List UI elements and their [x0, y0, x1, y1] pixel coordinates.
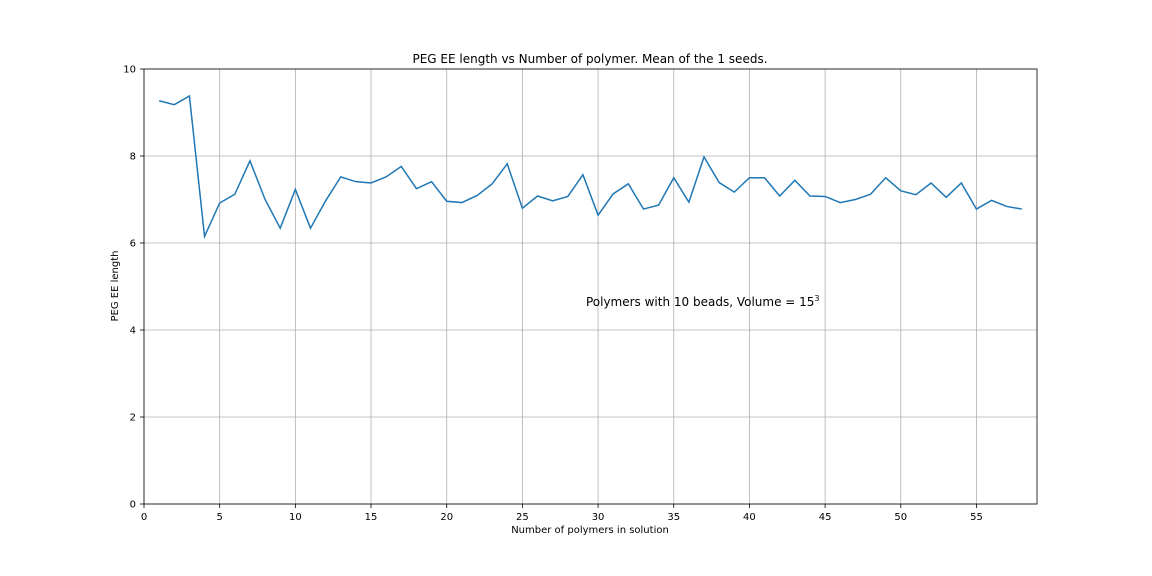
x-tick-label: 45	[819, 512, 832, 523]
grid-lines	[143, 68, 1037, 505]
x-tick-label: 40	[743, 512, 756, 523]
chart-title: PEG EE length vs Number of polymer. Mean…	[412, 52, 767, 66]
x-tick-label: 0	[141, 512, 147, 523]
y-tick-label: 10	[123, 65, 136, 76]
y-tick-label: 6	[130, 239, 136, 250]
annotation-superscript: 3	[814, 294, 819, 303]
x-tick-label: 50	[894, 512, 907, 523]
x-axis-label: Number of polymers in solution	[511, 525, 669, 536]
x-tick-label: 10	[289, 512, 302, 523]
x-tick-label: 35	[667, 512, 680, 523]
x-tick-label: 30	[592, 512, 605, 523]
axis-ticks: 0 5 10 15 20 25 30 35 40 45 50 55 0 2 4 6 8 10	[123, 65, 983, 524]
chart-annotation: Polymers with 10 beads, Volume = 153	[586, 294, 820, 309]
series-line	[158, 94, 1022, 240]
plot-frame	[143, 68, 1038, 505]
y-tick-label: 4	[130, 326, 136, 337]
y-tick-label: 0	[130, 500, 136, 511]
y-axis-label: PEG EE length	[110, 251, 121, 322]
x-tick-label: 5	[216, 512, 222, 523]
x-tick-label: 55	[970, 512, 983, 523]
y-tick-label: 2	[130, 413, 136, 424]
x-tick-label: 25	[516, 512, 529, 523]
x-tick-label: 20	[440, 512, 453, 523]
series-layer	[158, 94, 1022, 240]
y-tick-label: 8	[130, 152, 136, 163]
annotation-text: Polymers with 10 beads, Volume = 15	[586, 295, 814, 309]
x-tick-label: 15	[365, 512, 378, 523]
